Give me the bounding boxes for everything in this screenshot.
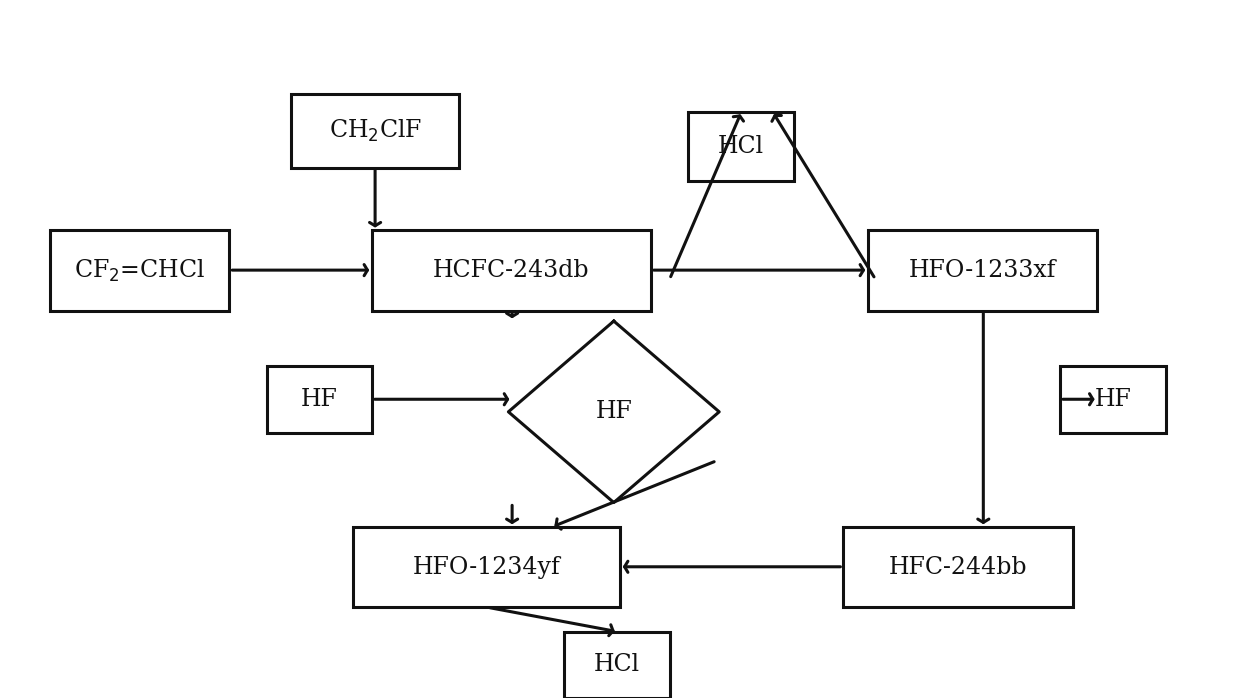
FancyBboxPatch shape [291,94,459,168]
FancyBboxPatch shape [1060,366,1166,433]
Text: HCl: HCl [718,135,764,158]
Text: HCFC-243db: HCFC-243db [433,259,590,282]
Text: HFC-244bb: HFC-244bb [889,556,1027,579]
FancyBboxPatch shape [688,112,794,181]
FancyBboxPatch shape [372,230,651,311]
FancyBboxPatch shape [843,527,1073,607]
Text: HF: HF [1095,388,1131,411]
FancyBboxPatch shape [267,366,372,433]
Text: HF: HF [595,401,632,423]
Text: CF$_2$=CHCl: CF$_2$=CHCl [74,258,205,283]
FancyBboxPatch shape [353,527,620,607]
FancyBboxPatch shape [564,632,670,698]
Text: HFO-1233xf: HFO-1233xf [909,259,1056,282]
Polygon shape [508,321,719,503]
Text: HCl: HCl [594,653,640,676]
Text: HF: HF [301,388,337,411]
FancyBboxPatch shape [50,230,229,311]
Text: HFO-1234yf: HFO-1234yf [413,556,560,579]
Text: CH$_2$ClF: CH$_2$ClF [329,118,422,144]
FancyBboxPatch shape [868,230,1097,311]
